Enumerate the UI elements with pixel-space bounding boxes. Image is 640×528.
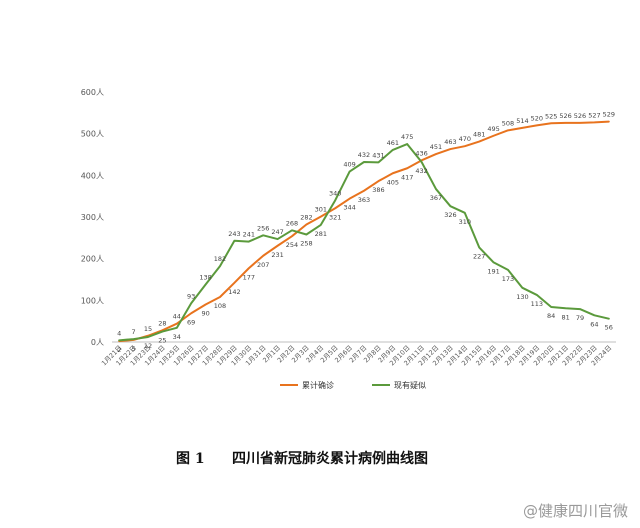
series-line-1: [118, 120, 610, 343]
legend-label-1: 累计确诊: [302, 380, 334, 390]
y-tick-label: 200人: [81, 255, 104, 264]
data-label: 247: [271, 228, 283, 236]
data-label: 470: [459, 135, 471, 143]
data-label: 25: [158, 337, 166, 345]
weibo-watermark: @健康四川官微: [523, 500, 628, 521]
data-label: 5: [132, 345, 136, 353]
data-label: 310: [459, 218, 471, 226]
data-label: 282: [300, 214, 312, 222]
data-label: 461: [387, 139, 399, 147]
figure-number: 图 1: [176, 451, 205, 467]
data-label: 241: [243, 231, 255, 239]
data-label: 463: [444, 138, 456, 146]
data-label: 173: [502, 275, 514, 283]
chart-series-lines: [118, 120, 610, 343]
data-label: 417: [401, 173, 413, 181]
data-label: 301: [315, 206, 327, 214]
data-label: 281: [315, 230, 327, 238]
data-label: 15: [144, 325, 152, 333]
data-label: 56: [605, 324, 613, 332]
y-tick-label: 600人: [81, 88, 104, 97]
data-label: 363: [358, 196, 370, 204]
data-label: 254: [286, 241, 298, 249]
data-label: 326: [444, 211, 456, 219]
data-label: 495: [487, 125, 499, 133]
data-label: 258: [300, 240, 312, 248]
data-label: 431: [372, 151, 384, 159]
data-label: 138: [199, 274, 211, 282]
data-label: 108: [214, 302, 226, 310]
data-label: 436: [415, 149, 427, 157]
data-label: 69: [187, 318, 195, 326]
data-label: 520: [531, 114, 543, 122]
series-line-2: [118, 143, 610, 342]
data-label: 409: [343, 161, 355, 169]
data-label: 12: [144, 342, 152, 350]
data-label: 79: [576, 314, 584, 322]
data-label: 508: [502, 119, 514, 127]
line-chart: 0人100人200人300人400人500人600人1月21日1月22日1月23…: [81, 88, 616, 390]
data-label: 44: [173, 313, 181, 321]
y-tick-label: 300人: [81, 213, 104, 222]
y-tick-label: 100人: [81, 296, 104, 305]
data-label: 432: [415, 167, 427, 175]
data-label: 142: [228, 288, 240, 296]
data-label: 529: [603, 111, 615, 119]
data-label: 344: [343, 204, 355, 212]
data-label: 256: [257, 224, 269, 232]
data-label: 28: [158, 319, 166, 327]
data-label: 34: [173, 333, 181, 341]
chart-axes: 0人100人200人300人400人500人600人1月21日1月22日1月23…: [81, 88, 616, 367]
figure-title: 四川省新冠肺炎累计病例曲线图: [232, 451, 428, 467]
data-label: 231: [271, 251, 283, 259]
data-label: 243: [228, 230, 240, 238]
data-label: 514: [516, 117, 528, 125]
data-label: 526: [574, 112, 586, 120]
data-label: 84: [547, 312, 555, 320]
data-label: 130: [516, 293, 528, 301]
y-tick-label: 400人: [81, 171, 104, 180]
data-label: 268: [286, 219, 298, 227]
data-label: 64: [590, 320, 598, 328]
data-label: 227: [473, 252, 485, 260]
data-label: 451: [430, 143, 442, 151]
data-label: 182: [214, 255, 226, 263]
data-label: 340: [329, 189, 341, 197]
data-label: 113: [531, 300, 543, 308]
chart-legend: 累计确诊 现有疑似: [280, 380, 426, 390]
data-label: 526: [559, 112, 571, 120]
data-label: 367: [430, 194, 442, 202]
data-label: 7: [132, 328, 136, 336]
data-label: 321: [329, 213, 341, 221]
data-label: 90: [201, 310, 209, 318]
data-label: 207: [257, 261, 269, 269]
data-label: 191: [487, 267, 499, 275]
legend-label-2: 现有疑似: [394, 380, 426, 390]
chart-data-labels: 2 515284469901081421772072312542823013213…: [117, 111, 615, 355]
data-label: 527: [588, 111, 600, 119]
data-label: 81: [561, 313, 569, 321]
data-label: 4: [117, 329, 121, 337]
watermark-text: @健康四川官微: [522, 502, 628, 520]
y-tick-label: 0人: [91, 338, 104, 347]
data-label: 475: [401, 133, 413, 141]
data-label: 93: [187, 292, 195, 300]
data-label: 525: [545, 112, 557, 120]
data-label: 386: [372, 186, 384, 194]
data-label: 405: [387, 178, 399, 186]
y-tick-label: 500人: [81, 130, 104, 139]
data-label: 481: [473, 131, 485, 139]
data-label: 2: [117, 346, 121, 354]
data-label: 177: [243, 273, 255, 281]
data-label: 432: [358, 151, 370, 159]
